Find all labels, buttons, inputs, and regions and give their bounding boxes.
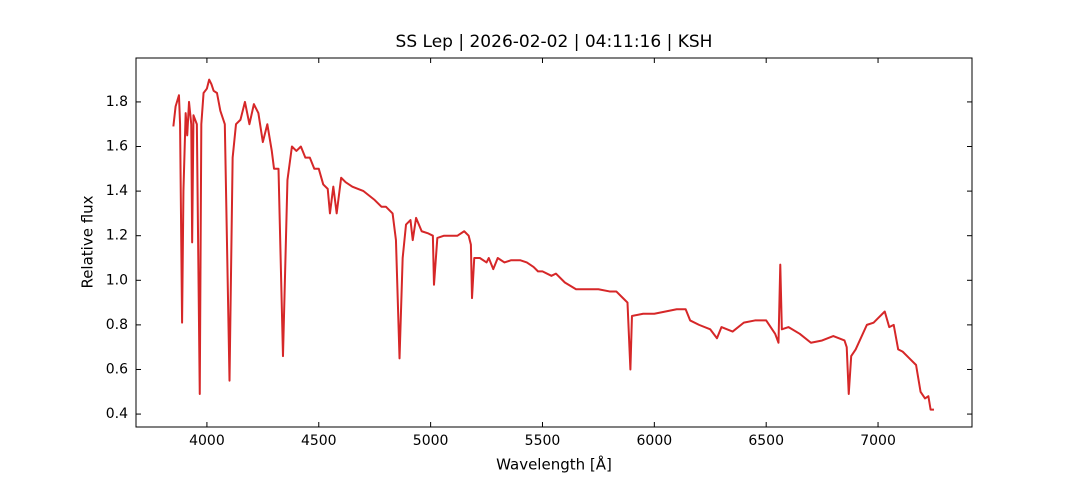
y-tick-label: 1.0: [106, 272, 128, 288]
x-tick-label: 6500: [748, 433, 784, 449]
x-tick-label: 6000: [637, 433, 673, 449]
x-tick-label: 5000: [413, 433, 449, 449]
chart-title: SS Lep | 2026-02-02 | 04:11:16 | KSH: [396, 32, 713, 52]
x-tick-label: 4000: [189, 433, 225, 449]
y-tick-label: 1.2: [106, 228, 128, 244]
y-tick-label: 0.6: [106, 361, 128, 377]
x-tick-label: 4500: [301, 433, 337, 449]
plot-frame: [135, 57, 973, 428]
y-axis-label: Relative flux: [79, 195, 97, 288]
x-axis-label: Wavelength [Å]: [496, 455, 612, 474]
y-tick-label: 0.4: [106, 406, 128, 422]
x-tick-label: 5500: [525, 433, 561, 449]
x-tick-label: 7000: [860, 433, 896, 449]
y-tick-label: 1.6: [106, 139, 128, 155]
spectrum-line: [172, 78, 934, 411]
y-tick-label: 1.8: [106, 94, 128, 110]
y-tick-label: 0.8: [106, 317, 128, 333]
y-tick-label: 1.4: [106, 183, 128, 199]
